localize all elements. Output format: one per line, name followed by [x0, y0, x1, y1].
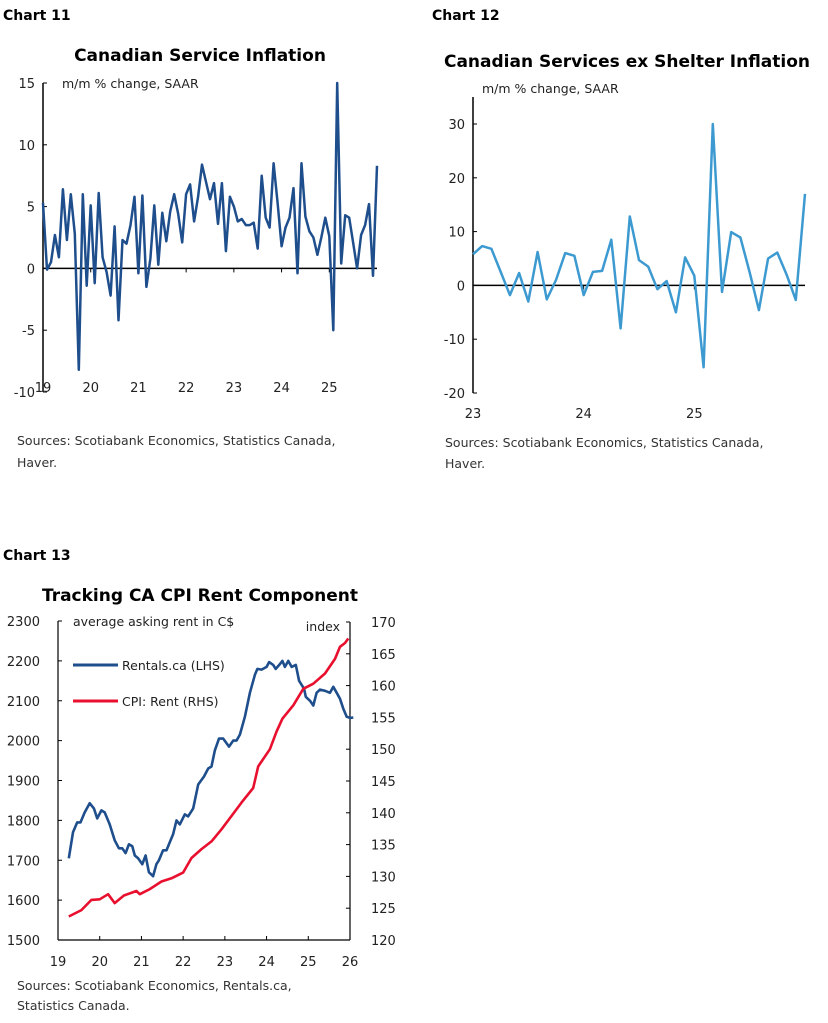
x-tick-label: 25 — [300, 955, 317, 970]
y-tick-label: 0 — [27, 262, 35, 277]
y-tick-label: -5 — [22, 324, 35, 339]
series-line — [472, 122, 807, 369]
y-tick-label: -10 — [444, 333, 465, 348]
x-tick-label: 20 — [91, 955, 108, 970]
x-tick-label: 19 — [50, 955, 67, 970]
x-tick-label: 22 — [178, 381, 195, 396]
right-y-tick-label: 135 — [371, 839, 396, 854]
legend-label-cpi-rent: CPI: Rent (RHS) — [122, 694, 219, 709]
source-line-1: Sources: Scotiabank Economics, Statistic… — [445, 435, 763, 450]
x-tick-label: 21 — [130, 381, 147, 396]
x-tick-label: 23 — [465, 407, 482, 422]
left-unit-label: average asking rent in C$ — [73, 614, 234, 629]
right-unit-label: index — [306, 619, 340, 634]
y-tick-label: 0 — [457, 279, 465, 294]
y-tick-label: 10 — [448, 226, 465, 241]
chart-number: Chart 12 — [432, 8, 500, 24]
x-tick-label: 25 — [686, 407, 703, 422]
right-y-tick-label: 120 — [371, 934, 396, 949]
x-tick-label: 25 — [321, 381, 338, 396]
x-tick-label: 21 — [133, 955, 150, 970]
source-line-2: Haver. — [445, 456, 485, 471]
chart-number: Chart 11 — [3, 8, 71, 24]
chart-title: Canadian Services ex Shelter Inflation — [444, 52, 810, 72]
right-y-tick-label: 170 — [371, 616, 396, 631]
right-y-tick-label: 140 — [371, 807, 396, 822]
y-tick-label: 20 — [448, 172, 465, 187]
left-y-tick-label: 2300 — [7, 615, 40, 630]
right-y-tick-label: 165 — [371, 648, 396, 663]
right-y-tick-label: 160 — [371, 680, 396, 695]
left-y-tick-label: 1900 — [7, 775, 40, 790]
left-y-tick-label: 2000 — [7, 735, 40, 750]
source-line-1: Sources: Scotiabank Economics, Rentals.c… — [17, 978, 292, 993]
left-y-tick-label: 1500 — [7, 934, 40, 949]
x-tick-label: 24 — [273, 381, 290, 396]
chart-title: Tracking CA CPI Rent Component — [42, 586, 358, 606]
y-tick-label: 10 — [18, 139, 35, 154]
series-line — [41, 81, 379, 372]
left-y-tick-label: 2200 — [7, 655, 40, 670]
left-y-tick-label: 1600 — [7, 894, 40, 909]
unit-label: m/m % change, SAAR — [482, 81, 619, 96]
chart-title: Canadian Service Inflation — [74, 46, 326, 66]
x-tick-label: 24 — [575, 407, 592, 422]
left-y-tick-label: 1700 — [7, 854, 40, 869]
source-line-2: Haver. — [17, 455, 57, 470]
source-line-2: Statistics Canada. — [17, 998, 130, 1013]
y-tick-label: -20 — [444, 387, 465, 402]
x-tick-label: 26 — [342, 955, 359, 970]
legend-label-rentals: Rentals.ca (LHS) — [122, 658, 225, 673]
x-tick-label: 23 — [217, 955, 234, 970]
right-y-tick-label: 155 — [371, 711, 396, 726]
right-y-tick-label: 150 — [371, 743, 396, 758]
y-tick-label: 15 — [18, 77, 35, 92]
y-tick-label: -10 — [14, 386, 35, 401]
x-tick-label: 24 — [258, 955, 275, 970]
chart-11: Chart 11 Canadian Service Inflation m/m … — [3, 8, 379, 470]
x-tick-label: 19 — [35, 381, 52, 396]
x-tick-label: 22 — [175, 955, 192, 970]
source-line-1: Sources: Scotiabank Economics, Statistic… — [17, 433, 335, 448]
rentals-line — [67, 659, 354, 878]
unit-label: m/m % change, SAAR — [62, 76, 199, 91]
y-tick-label: 5 — [27, 201, 35, 216]
right-y-tick-label: 125 — [371, 902, 396, 917]
x-tick-label: 20 — [82, 381, 99, 396]
right-y-tick-label: 145 — [371, 775, 396, 790]
chart-number: Chart 13 — [3, 548, 71, 564]
x-tick-label: 23 — [226, 381, 243, 396]
chart-13: Chart 13 Tracking CA CPI Rent Component … — [3, 548, 396, 1013]
y-tick-label: 30 — [448, 118, 465, 133]
chart-12: Chart 12 Canadian Services ex Shelter In… — [432, 8, 810, 471]
cpi-rent-line — [68, 637, 350, 918]
left-y-tick-label: 2100 — [7, 695, 40, 710]
left-y-tick-label: 1800 — [7, 814, 40, 829]
right-y-tick-label: 130 — [371, 870, 396, 885]
